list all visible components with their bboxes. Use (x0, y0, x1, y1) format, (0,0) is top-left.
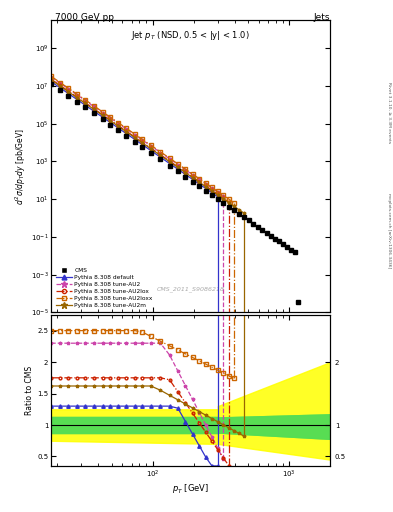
Text: mcplots.cern.ch [arXiv:1306.3436]: mcplots.cern.ch [arXiv:1306.3436] (387, 193, 391, 268)
Legend: CMS, Pythia 8.308 default, Pythia 8.308 tune-AU2, Pythia 8.308 tune-AU2lox, Pyth: CMS, Pythia 8.308 default, Pythia 8.308 … (54, 267, 154, 309)
Text: CMS_2011_S9086218: CMS_2011_S9086218 (156, 286, 225, 292)
Text: Rivet 3.1.10, ≥ 3.3M events: Rivet 3.1.10, ≥ 3.3M events (387, 82, 391, 143)
Y-axis label: $d^{2}\sigma/dp_{T}dy$ [pb/GeV]: $d^{2}\sigma/dp_{T}dy$ [pb/GeV] (13, 128, 28, 205)
Y-axis label: Ratio to CMS: Ratio to CMS (26, 366, 35, 415)
Text: 7000 GeV pp: 7000 GeV pp (55, 13, 114, 22)
X-axis label: $p_T^{}$ [GeV]: $p_T^{}$ [GeV] (172, 483, 209, 496)
Text: Jets: Jets (314, 13, 330, 22)
Text: Jet $p_T$ (NSD, 0.5 < |y| < 1.0): Jet $p_T$ (NSD, 0.5 < |y| < 1.0) (131, 29, 250, 42)
